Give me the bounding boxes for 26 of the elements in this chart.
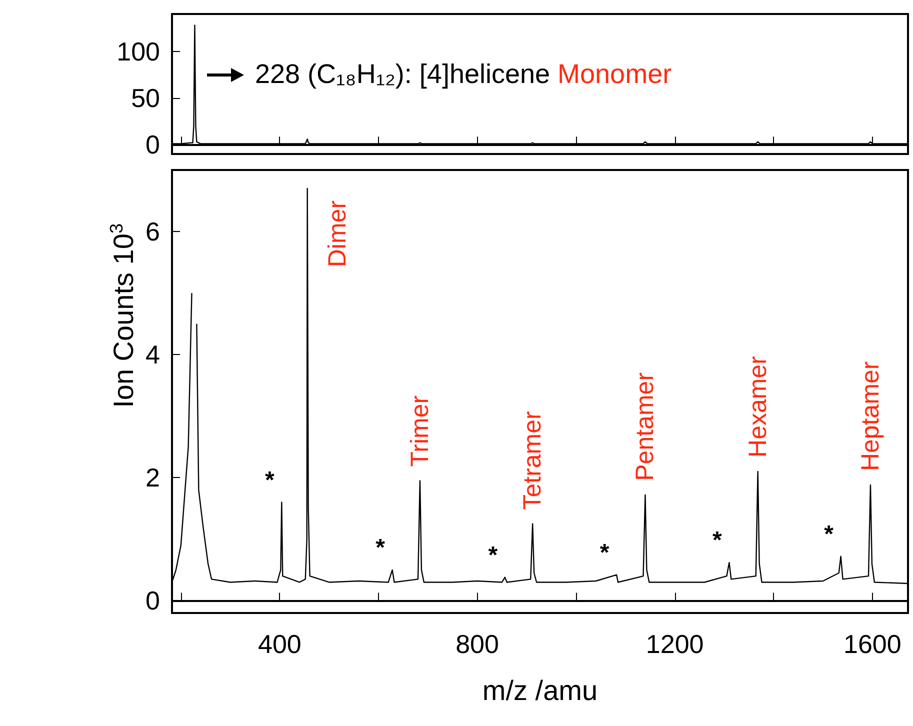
annotation: Heptamer xyxy=(856,361,884,472)
y-tick-label: 0 xyxy=(146,586,160,616)
y-tick-label: 0 xyxy=(146,130,160,160)
annotation: Tetramer xyxy=(518,411,547,510)
annotation: Trimer xyxy=(406,395,434,467)
x-tick-label: 1200 xyxy=(646,629,704,659)
annotation: * xyxy=(376,534,386,562)
y-tick-label: 100 xyxy=(116,36,160,66)
annotation: * xyxy=(600,539,610,566)
annotation: Monomer xyxy=(556,59,672,89)
x-tick-label: 1600 xyxy=(844,629,902,659)
annotation: * xyxy=(712,527,723,554)
x-tick-label: 400 xyxy=(258,629,302,659)
annotation: Hexamer xyxy=(744,356,772,458)
y-tick-label: 6 xyxy=(146,216,160,247)
y-tick-label: 50 xyxy=(131,83,160,113)
annotation: 228 (C₁₈H₁₂): [4]helicene xyxy=(255,59,550,89)
annotation: * xyxy=(488,542,498,569)
y-tick-label: 2 xyxy=(146,462,160,493)
x-tick-label: 800 xyxy=(456,629,499,659)
y-tick-label: 4 xyxy=(146,340,160,370)
annotation: Pentamer xyxy=(631,372,660,481)
annotation: * xyxy=(824,520,834,548)
annotation: * xyxy=(264,466,275,494)
x-axis-title: m/z /amu xyxy=(481,675,599,707)
annotation: Dimer xyxy=(323,200,352,268)
